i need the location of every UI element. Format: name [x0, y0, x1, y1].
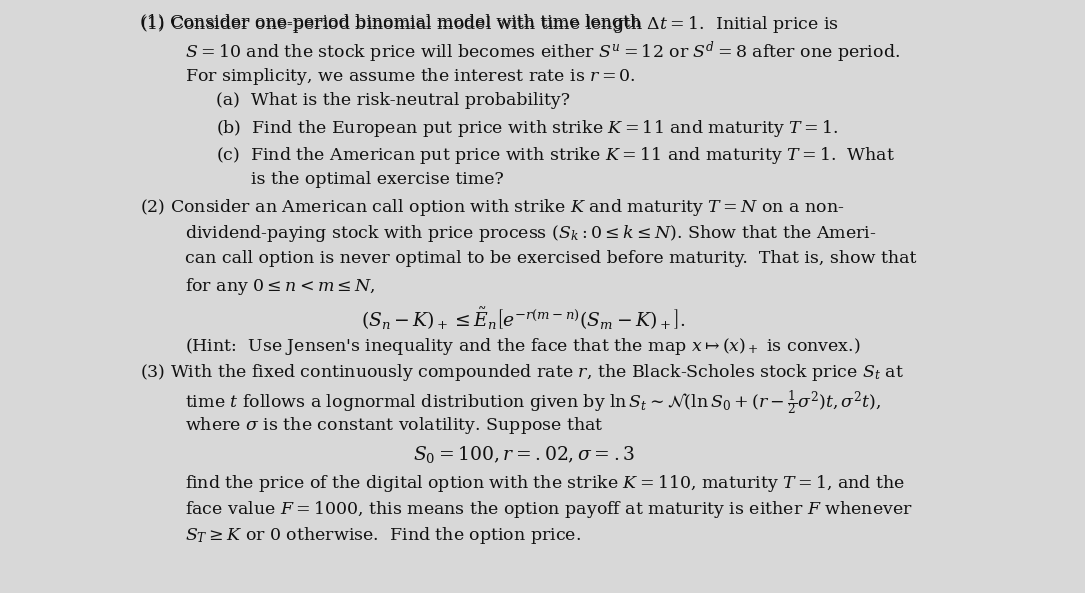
Text: can call option is never optimal to be exercised before maturity.  That is, show: can call option is never optimal to be e…: [186, 250, 917, 267]
Text: (c)  Find the American put price with strike $K = 11$ and maturity $T = 1$.  Wha: (c) Find the American put price with str…: [216, 145, 895, 165]
Text: $S = 10$ and the stock price will becomes either $S^u = 12$ or $S^d = 8$ after o: $S = 10$ and the stock price will become…: [186, 40, 901, 65]
Text: face value $F = 1000$, this means the option payoff at maturity is either $F$ wh: face value $F = 1000$, this means the op…: [186, 499, 912, 520]
Text: (2) Consider an American call option with strike $K$ and maturity $T = N$ on a n: (2) Consider an American call option wit…: [140, 197, 845, 218]
Text: find the price of the digital option with the strike $K = 110$, maturity $T = 1$: find the price of the digital option wit…: [186, 473, 905, 493]
Text: (1) Consider one-period binomial model with time length: (1) Consider one-period binomial model w…: [140, 14, 647, 31]
Text: (a)  What is the risk-neutral probability?: (a) What is the risk-neutral probability…: [216, 93, 571, 109]
Text: (1) Consider one-period binomial model with time length $\Delta t = 1$.  Initial: (1) Consider one-period binomial model w…: [140, 14, 840, 34]
Text: dividend-paying stock with price process $(S_k : 0 \leq k \leq N)$. Show that th: dividend-paying stock with price process…: [186, 224, 877, 244]
Text: $S_T \geq K$ or 0 otherwise.  Find the option price.: $S_T \geq K$ or 0 otherwise. Find the op…: [186, 525, 582, 546]
Text: (Hint:  Use Jensen's inequality and the face that the map $x \mapsto (x)_+$ is c: (Hint: Use Jensen's inequality and the f…: [186, 336, 860, 357]
Text: (3) With the fixed continuously compounded rate $r$, the Black-Scholes stock pri: (3) With the fixed continuously compound…: [140, 362, 905, 384]
Text: for any $0 \leq n < m \leq N$,: for any $0 \leq n < m \leq N$,: [186, 276, 375, 297]
Text: For simplicity, we assume the interest rate is $r = 0$.: For simplicity, we assume the interest r…: [186, 66, 636, 87]
Text: time $t$ follows a lognormal distribution given by $\ln S_t \sim \mathcal{N}(\ln: time $t$ follows a lognormal distributio…: [186, 388, 881, 417]
Text: is the optimal exercise time?: is the optimal exercise time?: [251, 171, 503, 188]
Text: $(S_n - K)_+ \leq \tilde{E}_n\left[e^{-r(m-n)}(S_m - K)_+\right].$: $(S_n - K)_+ \leq \tilde{E}_n\left[e^{-r…: [361, 306, 686, 332]
Text: $S_0 = 100, r = .02, \sigma = .3$: $S_0 = 100, r = .02, \sigma = .3$: [412, 444, 635, 465]
Text: where $\sigma$ is the constant volatility. Suppose that: where $\sigma$ is the constant volatilit…: [186, 415, 603, 436]
Text: (b)  Find the European put price with strike $K = 11$ and maturity $T = 1$.: (b) Find the European put price with str…: [216, 119, 839, 139]
